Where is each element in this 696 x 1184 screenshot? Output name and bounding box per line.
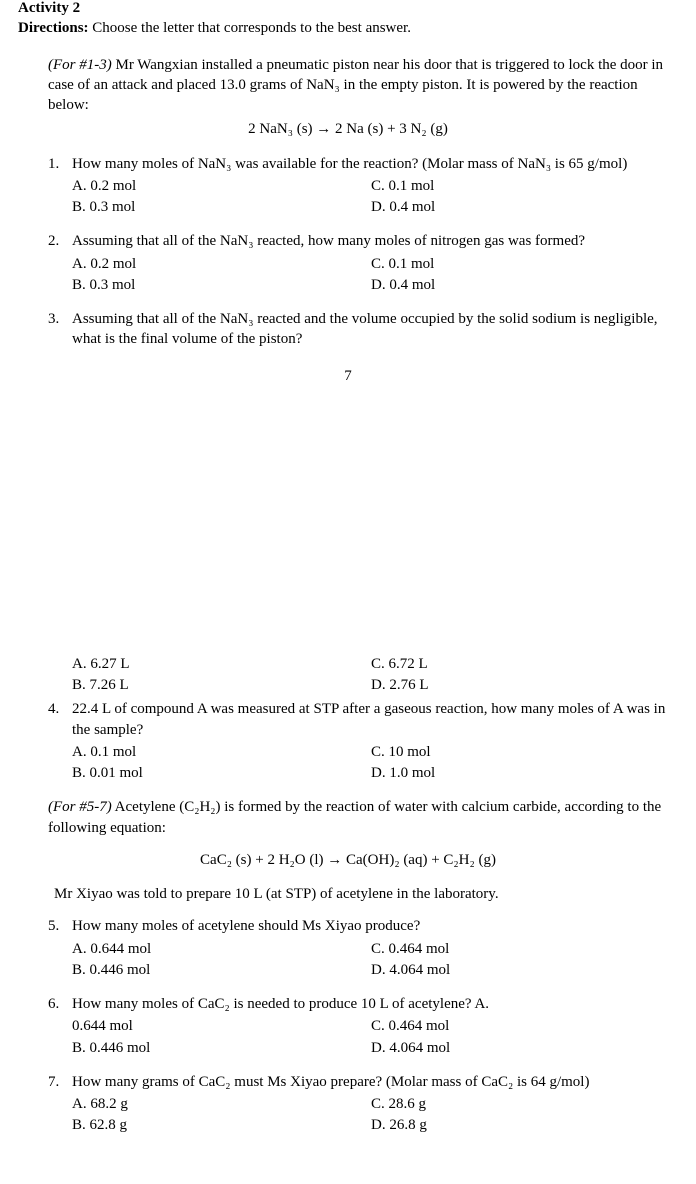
question-7: 7. How many grams of CaC₂ must Ms Xiyao …	[48, 1072, 670, 1136]
q4-number: 4.	[48, 699, 72, 783]
context-1-text: Mr Wangxian installed a pneumatic piston…	[48, 57, 663, 114]
context-2: (For #5-7) Acetylene (C₂H₂) is formed by…	[48, 797, 670, 838]
context-2-text: Acetylene (C₂H₂) is formed by the reacti…	[48, 799, 661, 835]
q7-choice-d: D. 26.8 g	[371, 1115, 670, 1135]
q2-text: Assuming that all of the NaN₃ reacted, h…	[72, 231, 670, 251]
page-break-gap	[18, 402, 678, 652]
q6-choice-c: C. 0.464 mol	[371, 1016, 670, 1036]
q4-choice-a: A. 0.1 mol	[72, 742, 371, 762]
q2-choices: A. 0.2 mol B. 0.3 mol C. 0.1 mol D. 0.4 …	[72, 253, 670, 296]
q1-choice-d: D. 0.4 mol	[371, 197, 670, 217]
q1-choice-c: C. 0.1 mol	[371, 176, 670, 196]
q7-choice-b: B. 62.8 g	[72, 1115, 371, 1135]
q5-number: 5.	[48, 916, 72, 980]
q3-text: Assuming that all of the NaN₃ reacted an…	[72, 309, 670, 350]
q5-choice-a: A. 0.644 mol	[72, 939, 371, 959]
question-4: 4. 22.4 L of compound A was measured at …	[48, 699, 670, 783]
context-2-prefix: (For #5-7)	[48, 799, 112, 815]
question-1: 1. How many moles of NaN₃ was available …	[48, 154, 670, 218]
q7-choice-a: A. 68.2 g	[72, 1094, 371, 1114]
q1-choice-b: B. 0.3 mol	[72, 197, 371, 217]
q4-choices: A. 0.1 mol B. 0.01 mol C. 10 mol D. 1.0 …	[72, 741, 670, 784]
document-page: Activity 2 Directions: Choose the letter…	[0, 0, 696, 1180]
q1-text: How many moles of NaN₃ was available for…	[72, 154, 670, 174]
directions-line: Directions: Choose the letter that corre…	[18, 18, 678, 38]
q3-choices: A. 6.27 L B. 7.26 L C. 6.72 L D. 2.76 L	[72, 653, 670, 696]
directions-label: Directions:	[18, 20, 89, 36]
q3-choice-d: D. 2.76 L	[371, 675, 670, 695]
q5-choice-d: D. 4.064 mol	[371, 960, 670, 980]
q7-choices: A. 68.2 g B. 62.8 g C. 28.6 g D. 26.8 g	[72, 1093, 670, 1136]
q5-choices: A. 0.644 mol B. 0.446 mol C. 0.464 mol D…	[72, 938, 670, 981]
question-3: 3. Assuming that all of the NaN₃ reacted…	[48, 309, 670, 350]
q5-text: How many moles of acetylene should Ms Xi…	[72, 916, 670, 936]
q3-choice-a: A. 6.27 L	[72, 654, 371, 674]
q4-choice-b: B. 0.01 mol	[72, 763, 371, 783]
q7-choice-c: C. 28.6 g	[371, 1094, 670, 1114]
q4-choice-c: C. 10 mol	[371, 742, 670, 762]
q2-number: 2.	[48, 231, 72, 295]
q6-choice-b: B. 0.446 mol	[72, 1038, 371, 1058]
context-1-prefix: (For #1-3)	[48, 57, 112, 73]
q2-choice-d: D. 0.4 mol	[371, 275, 670, 295]
q6-choice-a: 0.644 mol	[72, 1016, 371, 1036]
q4-choice-d: D. 1.0 mol	[371, 763, 670, 783]
directions-text: Choose the letter that corresponds to th…	[89, 20, 411, 36]
activity-title: Activity 2	[18, 0, 678, 18]
question-3-choices-block: A. 6.27 L B. 7.26 L C. 6.72 L D. 2.76 L	[48, 652, 670, 696]
question-5: 5. How many moles of acetylene should Ms…	[48, 916, 670, 980]
q2-choice-b: B. 0.3 mol	[72, 275, 371, 295]
q5-choice-b: B. 0.446 mol	[72, 960, 371, 980]
question-2: 2. Assuming that all of the NaN₃ reacted…	[48, 231, 670, 295]
q3-choice-b: B. 7.26 L	[72, 675, 371, 695]
q1-choices: A. 0.2 mol B. 0.3 mol C. 0.1 mol D. 0.4 …	[72, 175, 670, 218]
q3-number: 3.	[48, 309, 72, 350]
page-number: 7	[18, 366, 678, 386]
q1-choice-a: A. 0.2 mol	[72, 176, 371, 196]
q3-choice-c: C. 6.72 L	[371, 654, 670, 674]
q2-choice-c: C. 0.1 mol	[371, 254, 670, 274]
q4-text: 22.4 L of compound A was measured at STP…	[72, 699, 670, 740]
context-2-line2: Mr Xiyao was told to prepare 10 L (at ST…	[54, 884, 670, 904]
q6-number: 6.	[48, 994, 72, 1058]
q6-text: How many moles of CaC₂ is needed to prod…	[72, 994, 670, 1014]
equation-1: 2 NaN₃ (s) → 2 Na (s) + 3 N₂ (g)	[18, 119, 678, 139]
equation-2: CaC₂ (s) + 2 H₂O (l) → Ca(OH)₂ (aq) + C₂…	[18, 850, 678, 870]
q1-number: 1.	[48, 154, 72, 218]
q2-choice-a: A. 0.2 mol	[72, 254, 371, 274]
question-6: 6. How many moles of CaC₂ is needed to p…	[48, 994, 670, 1058]
q7-number: 7.	[48, 1072, 72, 1136]
q7-text: How many grams of CaC₂ must Ms Xiyao pre…	[72, 1072, 670, 1092]
context-1: (For #1-3) Mr Wangxian installed a pneum…	[48, 55, 670, 116]
q5-choice-c: C. 0.464 mol	[371, 939, 670, 959]
q6-choice-d: D. 4.064 mol	[371, 1038, 670, 1058]
q6-choices: 0.644 mol B. 0.446 mol C. 0.464 mol D. 4…	[72, 1015, 670, 1058]
